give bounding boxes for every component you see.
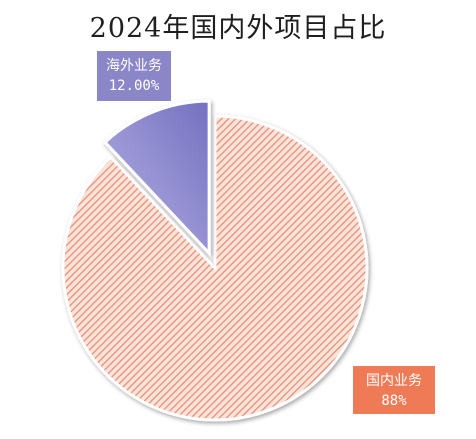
- pie-slice-domestic: [61, 114, 369, 422]
- data-label-name-domestic: 国内业务: [366, 373, 422, 389]
- data-label-box-overseas: [97, 51, 171, 101]
- data-label-domestic: 国内业务 88%: [353, 366, 435, 414]
- pie-slice-overseas: [102, 99, 211, 257]
- data-label-box-domestic: [353, 366, 435, 414]
- data-label-value-domestic: 88%: [381, 393, 407, 409]
- data-label-name-overseas: 海外业务: [106, 58, 162, 74]
- chart-title: 2024年国内外项目占比: [89, 13, 387, 44]
- data-label-overseas: 海外业务 12.00%: [97, 51, 171, 101]
- data-label-value-overseas: 12.00%: [109, 78, 160, 94]
